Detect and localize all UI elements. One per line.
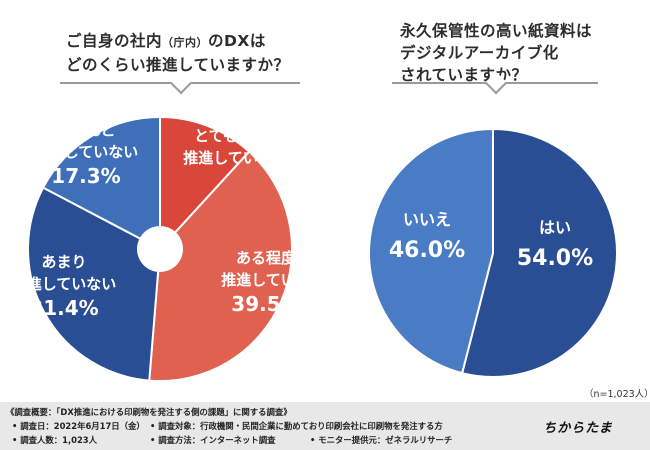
donut-slice-4 bbox=[41, 115, 161, 241]
pie-label-2: いいえ bbox=[403, 210, 451, 229]
survey-footer: 《調査概要：「DX推進における印刷物を発注する側の課題」に関する調査》 • 調査… bbox=[0, 402, 650, 450]
donut-value-2: 39.5% bbox=[231, 292, 300, 316]
donut-label-2-line1: ある程度 bbox=[236, 249, 297, 267]
donut-label-1-line1: とても bbox=[194, 127, 238, 145]
donut-label-1-line2: 推進している bbox=[183, 149, 273, 167]
footer-monitor: • モニター提供元：ゼネラルリサーチ bbox=[310, 435, 453, 445]
footer-survey-date: • 調査日：2022年6月17日（金） bbox=[12, 421, 145, 431]
donut-slice-2 bbox=[148, 150, 293, 382]
question-1-box: ご自身の社内（庁内）のDXは どのくらい推進していますか？ bbox=[60, 18, 300, 95]
question-2-box: 永久保管性の高い紙資料は デジタルアーカイブ化 されていますか？ bbox=[392, 18, 598, 95]
footer-method: • 調査方法：インターネット調査 bbox=[150, 435, 276, 445]
footer-title: 《調査概要：「DX推進における印刷物を発注する側の課題」に関する調査》 bbox=[6, 407, 292, 417]
footer-survey-target: • 調査対象：行政機関・民間企業に勤めており印刷会社に印刷物を発注する方 bbox=[150, 421, 443, 431]
pie-value-1: 54.0% bbox=[517, 246, 593, 271]
question-1-text: ご自身の社内（庁内）のDXは どのくらい推進していますか？ bbox=[66, 32, 290, 74]
donut-label-2-line2: 推進している bbox=[221, 271, 311, 289]
donut-label-3-line2: 推進していない bbox=[12, 275, 117, 293]
pie-slice-2 bbox=[368, 127, 494, 375]
question-2-text: 永久保管性の高い紙資料は デジタルアーカイブ化 されていますか？ bbox=[400, 22, 593, 84]
pie-label-1: はい bbox=[539, 218, 571, 237]
donut-value-1: 11.8% bbox=[265, 149, 320, 170]
donut-value-3: 31.4% bbox=[29, 296, 98, 320]
donut-label-3-line1: あまり bbox=[41, 253, 86, 271]
donut-slice-1 bbox=[159, 115, 251, 235]
brand-logo: ちからたま bbox=[543, 420, 613, 436]
donut-slice-3 bbox=[27, 186, 160, 382]
donut-label-4-line1: ほとんど bbox=[56, 121, 116, 139]
footer-respondents: • 調査人数：1,023人 bbox=[12, 435, 98, 445]
donut-value-4: 17.3% bbox=[51, 164, 120, 188]
sample-size-note: （n=1,023人） bbox=[584, 389, 650, 400]
donut-label-4-line2: 推進していない bbox=[34, 143, 139, 161]
pie-value-2: 46.0% bbox=[389, 238, 465, 263]
dx-promotion-donut-chart: とても推進している11.8%ある程度推進している39.5%あまり推進していない3… bbox=[12, 115, 320, 382]
digital-archive-pie-chart: はい 54.0% いいえ 46.0% bbox=[368, 127, 618, 378]
pie-slice-1 bbox=[460, 127, 618, 378]
